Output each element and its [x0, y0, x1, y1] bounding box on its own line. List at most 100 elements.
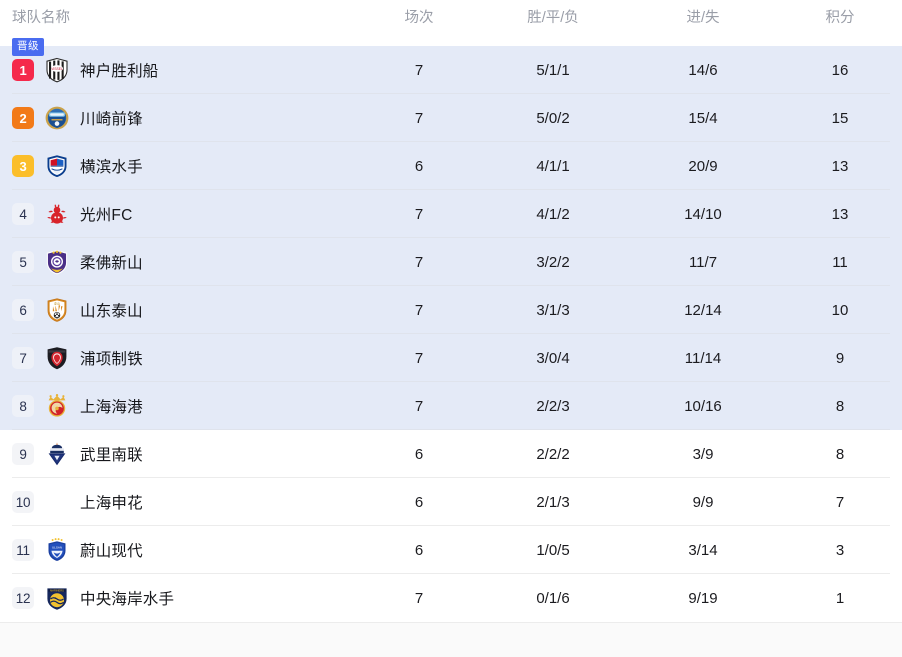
cell-played: 7: [414, 349, 424, 367]
cell-played: 7: [414, 109, 424, 127]
cell-played: 6: [414, 157, 424, 175]
table-body: 晋级 1 VISSEL 神户胜利船 7 5/1/1 14/6 16 2 川崎前锋 7 5/0/2…: [0, 32, 902, 622]
cell-goals: 15/4: [688, 109, 718, 127]
cell-team[interactable]: 8 上海海港: [0, 393, 360, 419]
cell-wdl: 4/1/2: [536, 205, 570, 223]
kawasaki-frontale-crest: [44, 105, 70, 131]
rank-badge: 11: [12, 539, 34, 561]
rank-badge: 7: [12, 347, 34, 369]
cell-team[interactable]: 1 VISSEL 神户胜利船: [0, 57, 360, 83]
standings-table: 球队名称 场次 胜/平/负 进/失 积分 晋级 1 VISSEL 神户胜利船 7 5/…: [0, 0, 902, 623]
table-header-row: 球队名称 场次 胜/平/负 进/失 积分: [0, 0, 902, 32]
cell-points: 11: [832, 253, 848, 271]
cell-team[interactable]: 7 浦项制铁: [0, 345, 360, 371]
gwangju-fc-crest: [44, 201, 70, 227]
team-name: 柔佛新山: [80, 255, 143, 272]
cell-played: 7: [414, 61, 424, 79]
rank-badge: 4: [12, 203, 34, 225]
cell-wdl: 0/1/6: [536, 589, 570, 607]
team-name: 光州FC: [80, 207, 133, 224]
team-name: 神户胜利船: [80, 63, 159, 80]
column-header-points[interactable]: 积分: [825, 9, 855, 26]
cell-team[interactable]: 11 ULSAN 蔚山现代: [0, 537, 360, 563]
team-name: 川崎前锋: [80, 111, 143, 128]
promotion-tag-wrapper: 晋级: [12, 36, 44, 56]
cell-team[interactable]: 2 川崎前锋: [0, 105, 360, 131]
rank-badge: 8: [12, 395, 34, 417]
cell-wdl: 5/1/1: [536, 61, 570, 79]
cell-goals: 3/9: [692, 445, 714, 463]
cell-points: 1: [835, 589, 845, 607]
cell-played: 7: [414, 589, 424, 607]
cell-wdl: 2/1/3: [536, 493, 570, 511]
table-row[interactable]: 5 柔佛新山 7 3/2/2 11/7 11: [0, 238, 902, 286]
cell-wdl: 3/1/3: [536, 301, 570, 319]
column-header-played[interactable]: 场次: [404, 9, 434, 26]
vissel-kobe-crest: VISSEL: [44, 57, 70, 83]
cell-points: 13: [831, 157, 849, 175]
column-header-goals[interactable]: 进/失: [686, 9, 720, 26]
team-name: 武里南联: [80, 447, 143, 464]
table-row[interactable]: 10 上海申花 6 2/1/3 9/9 7: [0, 478, 902, 526]
table-row[interactable]: 4 光州FC 7 4/1/2 14/10 13: [0, 190, 902, 238]
cell-played: 6: [414, 493, 424, 511]
cell-wdl: 4/1/1: [536, 157, 570, 175]
cell-wdl: 5/0/2: [536, 109, 570, 127]
cell-played: 7: [414, 301, 424, 319]
yokohama-marinos-crest: [44, 153, 70, 179]
footer-filler: [0, 623, 902, 657]
cell-team[interactable]: 6 泰山 山东泰山: [0, 297, 360, 323]
table-row[interactable]: 晋级 1 VISSEL 神户胜利船 7 5/1/1 14/6 16: [0, 38, 902, 94]
rank-badge: 2: [12, 107, 34, 129]
table-row[interactable]: 2 川崎前锋 7 5/0/2 15/4 15: [0, 94, 902, 142]
promotion-tag: 晋级: [12, 38, 44, 56]
shanghai-port-crest: [44, 393, 70, 419]
cell-points: 7: [835, 493, 845, 511]
rank-badge: 10: [12, 491, 34, 513]
table-footer-strip: [0, 622, 902, 657]
cell-points: 3: [835, 541, 845, 559]
team-name: 上海申花: [80, 495, 143, 512]
cell-team[interactable]: 9 武里南联: [0, 441, 360, 467]
cell-goals: 20/9: [688, 157, 718, 175]
cell-played: 6: [414, 445, 424, 463]
team-name: 蔚山现代: [80, 543, 143, 560]
central-coast-mariners-crest: MARINERS: [44, 585, 70, 611]
cell-team[interactable]: 10 上海申花: [0, 489, 360, 515]
table-row[interactable]: 9 武里南联 6 2/2/2 3/9 8: [0, 430, 902, 478]
cell-goals: 9/19: [688, 589, 718, 607]
svg-text:ULSAN: ULSAN: [52, 546, 62, 550]
cell-points: 13: [831, 205, 849, 223]
cell-goals: 9/9: [692, 493, 714, 511]
rank-badge: 1: [12, 59, 34, 81]
rank-badge: 5: [12, 251, 34, 273]
cell-played: 7: [414, 253, 424, 271]
team-name: 山东泰山: [80, 303, 143, 320]
cell-team[interactable]: 5 柔佛新山: [0, 249, 360, 275]
svg-text:MARINERS: MARINERS: [50, 588, 64, 592]
table-row[interactable]: 6 泰山 山东泰山 7 3/1/3 12/14 10: [0, 286, 902, 334]
table-row[interactable]: 7 浦项制铁 7 3/0/4 11/14 9: [0, 334, 902, 382]
cell-wdl: 2/2/3: [536, 397, 570, 415]
table-row[interactable]: 8 上海海港 7 2/2/3 10/16 8: [0, 382, 902, 430]
table-row[interactable]: 12 MARINERS 中央海岸水手 7 0/1/6 9/19 1: [0, 574, 902, 622]
cell-points: 10: [831, 301, 849, 319]
cell-points: 9: [835, 349, 845, 367]
svg-text:VISSEL: VISSEL: [51, 67, 63, 71]
cell-goals: 3/14: [688, 541, 718, 559]
cell-wdl: 2/2/2: [536, 445, 570, 463]
cell-played: 6: [414, 541, 424, 559]
table-row[interactable]: 11 ULSAN 蔚山现代 6 1/0/5 3/14 3: [0, 526, 902, 574]
table-row[interactable]: 3 横滨水手 6 4/1/1 20/9 13: [0, 142, 902, 190]
cell-goals: 10/16: [684, 397, 722, 415]
column-header-wdl[interactable]: 胜/平/负: [527, 9, 579, 26]
cell-points: 8: [835, 397, 845, 415]
pohang-steelers-crest: [44, 345, 70, 371]
rank-badge: 6: [12, 299, 34, 321]
svg-text:泰山: 泰山: [54, 301, 60, 306]
column-header-team[interactable]: 球队名称: [12, 9, 70, 26]
cell-team[interactable]: 4 光州FC: [0, 201, 360, 227]
cell-team[interactable]: 3 横滨水手: [0, 153, 360, 179]
cell-team[interactable]: 12 MARINERS 中央海岸水手: [0, 585, 360, 611]
rank-badge: 3: [12, 155, 34, 177]
